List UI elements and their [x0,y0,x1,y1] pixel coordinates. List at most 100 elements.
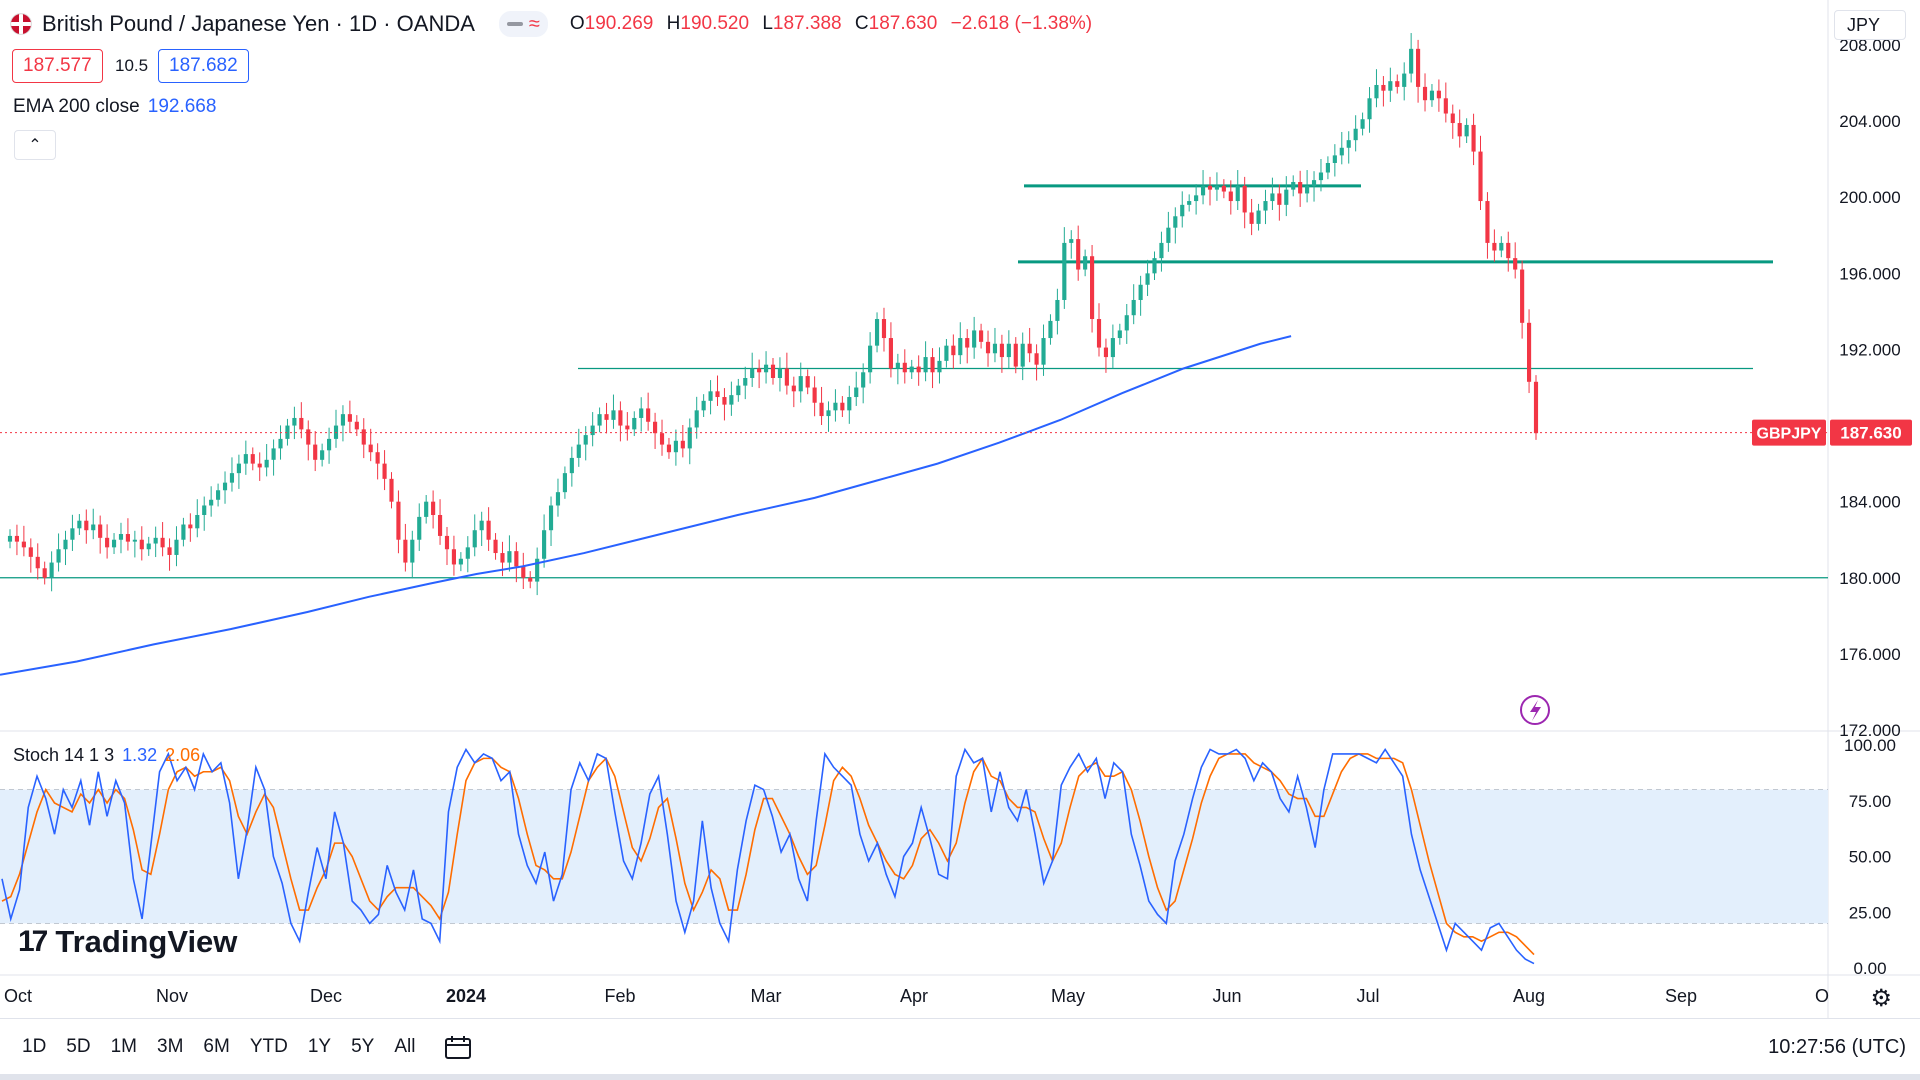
candle-body [222,482,228,491]
currency-button[interactable]: JPY [1834,10,1906,40]
timeframe-5d[interactable]: 5D [66,1036,91,1057]
candle-body [35,556,40,569]
candles [7,33,1539,596]
timeframe-ytd[interactable]: YTD [249,1036,288,1057]
calendar-icon[interactable] [443,1034,473,1060]
time-tick-label: Jun [1212,986,1241,1006]
candle-body [1034,353,1039,365]
candle-body [1096,319,1102,348]
candle-body [992,343,998,354]
candle-body [1520,269,1525,323]
candle-body [1228,191,1233,202]
symbol-tag-text: GBPJPY [1757,426,1822,443]
price-tick-label: 180.000 [1839,569,1900,588]
timeframe-all[interactable]: All [394,1036,416,1057]
candle-body [1131,299,1136,316]
candle-body [923,357,928,373]
timeframe-5y[interactable]: 5Y [351,1036,375,1057]
timeframe-6m[interactable]: 6M [203,1036,230,1057]
buy-button[interactable]: 187.682 [158,49,249,83]
ema-line [0,335,1292,676]
stoch-tick-label: 100.00 [1844,736,1896,755]
candle-body [1006,343,1011,358]
candle-body [160,537,165,548]
stoch-tick-label: 25.00 [1849,903,1892,922]
candle-body [84,520,89,531]
timeframe-1m[interactable]: 1M [110,1036,137,1057]
chart-mode-pill[interactable]: ≈ [498,11,548,37]
timeframe-1y[interactable]: 1Y [307,1036,332,1057]
candle-body [673,440,678,453]
candle-body [1388,81,1393,91]
candle-body [1069,239,1074,243]
sell-button[interactable]: 187.577 [12,49,103,83]
candle-body [424,501,429,517]
candle-body [278,438,283,449]
candle-body [382,463,387,479]
collapse-legend-button[interactable]: ⌃ [14,130,56,160]
candle-body [7,535,13,542]
stoch-axis[interactable]: 100.00 75.00 50.00 25.00 0.00 [1844,736,1896,978]
symbol-title[interactable]: British Pound / Japanese Yen · 1D · OAND… [42,11,475,36]
price-axis[interactable]: 208.000 204.000 200.000 196.000 192.000 184.0… [1839,36,1900,740]
utc-clock[interactable]: 10:27:56 (UTC) [1768,1035,1906,1058]
candle-body [1173,216,1178,228]
candle-body [264,459,269,468]
time-tick-label: Oct [4,986,32,1006]
candle-body [750,368,755,378]
candle-body [236,463,241,474]
candle-body [507,551,512,563]
price-tick-label: 192.000 [1839,340,1900,359]
candle-body [715,391,720,398]
timeframe-1d[interactable]: 1D [22,1036,47,1057]
candle-body [548,505,554,531]
candle-body [1194,195,1199,202]
candle-body [542,530,547,559]
candle-body [1110,338,1115,358]
stoch-lines [1,747,1535,965]
spread-value: 10.5 [115,56,149,75]
candle-body [854,387,859,398]
candle-body [216,490,221,500]
horizontal-levels[interactable] [0,184,1828,579]
candle-body [618,410,623,426]
candle-body [1291,182,1296,190]
candle-body [306,429,311,445]
candle-body [736,385,741,396]
candle-body [340,414,346,426]
candle-body [999,343,1004,358]
candle-body [56,549,61,563]
candle-body [1533,381,1539,434]
lightning-icon[interactable] [1520,695,1550,725]
candle-body [1346,140,1351,148]
timeframe-3m[interactable]: 3M [157,1036,184,1057]
candle-body [1117,330,1122,339]
candle-body [91,524,96,531]
candle-body [708,391,713,401]
candle-body [472,530,477,548]
stoch-d-line [1,753,1535,956]
time-axis[interactable]: Oct Nov Dec 2024 Feb Mar Apr May Jun Jul Aug Sep O [4,986,1829,1006]
candle-body [965,338,970,348]
candle-body [1027,343,1032,354]
candle-body [535,558,540,582]
candle-body [195,514,200,529]
candle-body [659,433,665,445]
tradingview-logo: 17 TradingView [18,924,238,959]
candle-body [694,410,699,428]
candle-body [798,376,803,392]
candle-body [1464,124,1469,137]
candle-body [125,534,130,542]
candle-body [1103,347,1109,358]
time-tick-label: Nov [156,986,188,1006]
candle-body [1159,242,1164,259]
candle-body [465,547,470,559]
ema-legend[interactable]: EMA 200 close 192.668 [13,96,217,117]
candle-body [1416,48,1421,87]
candle-body [368,444,373,453]
stoch-legend[interactable]: Stoch 14 1 3 1.32 2.06 [13,745,201,765]
candle-body [209,499,214,506]
candle-body [146,543,151,550]
settings-gear-icon[interactable]: ⚙ [1870,985,1892,1012]
